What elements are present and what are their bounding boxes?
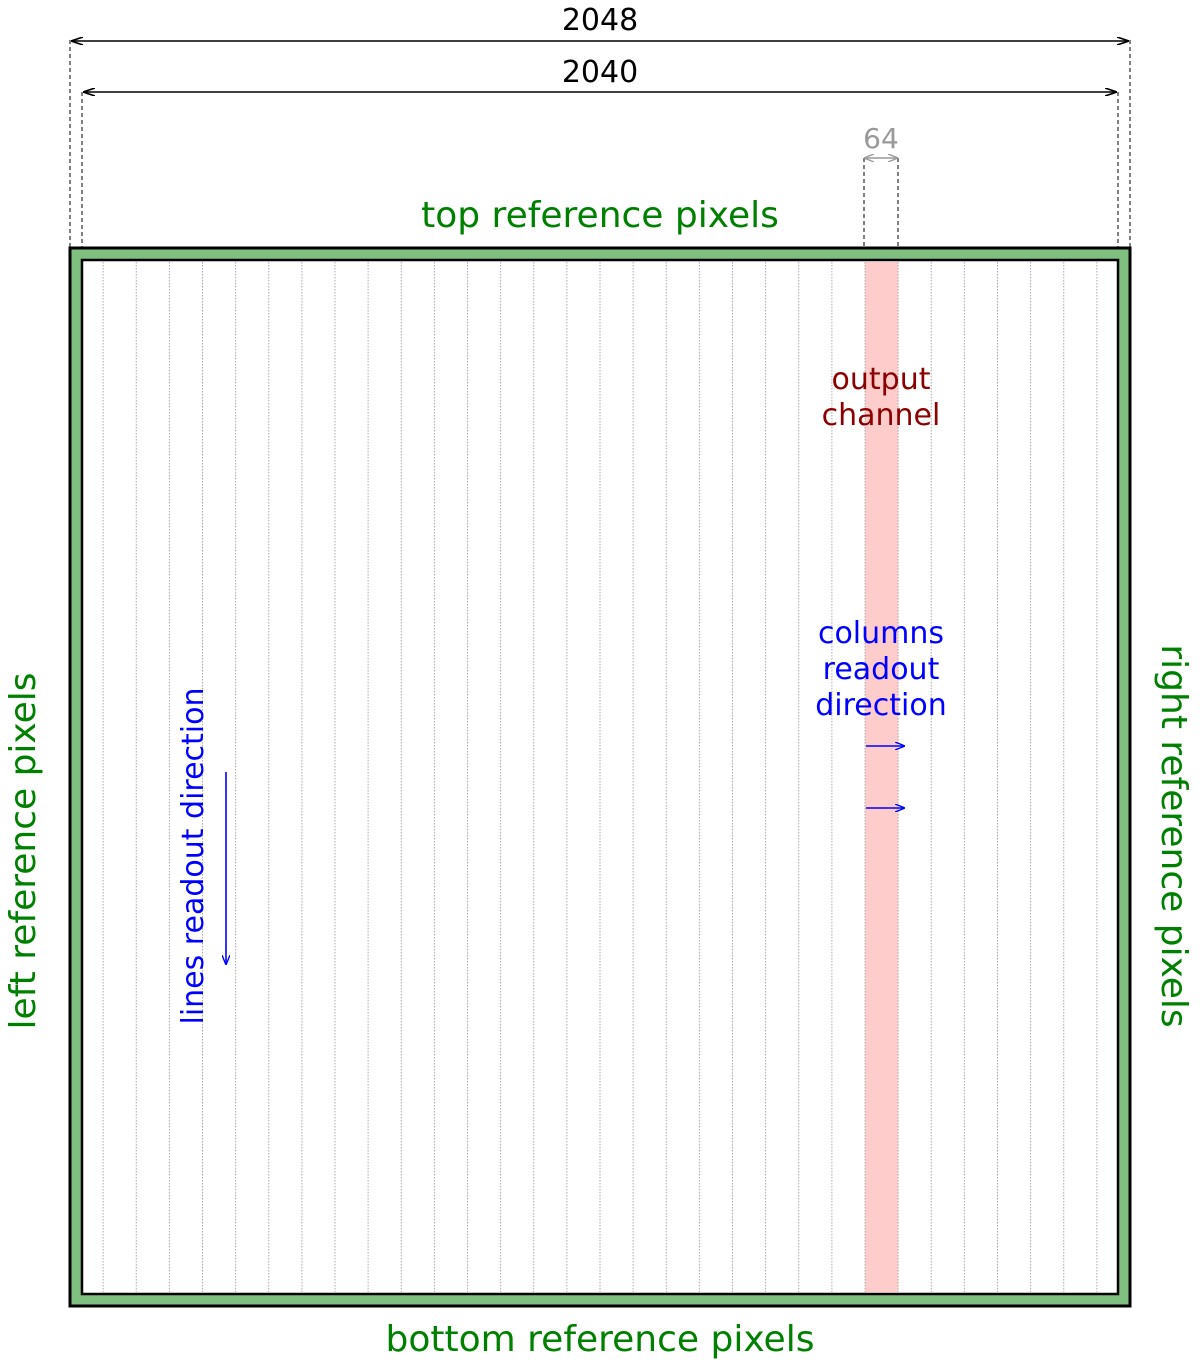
channel-width-label: 64 xyxy=(863,122,899,155)
output-channel-label-line1: output xyxy=(832,362,931,397)
active-pixel-area xyxy=(80,258,1120,1296)
output-channel-label-line2: channel xyxy=(822,398,941,433)
top-reference-label: top reference pixels xyxy=(421,195,779,236)
left-reference-label: left reference pixels xyxy=(3,672,44,1029)
columns-readout-label-line3: direction xyxy=(815,688,946,723)
outer-width-label: 2048 xyxy=(562,3,638,38)
lines-readout-label: lines readout direction xyxy=(176,687,211,1024)
output-channel-highlight xyxy=(865,262,899,1292)
channel-grid xyxy=(102,262,1098,1292)
columns-readout-label-line2: readout xyxy=(823,652,940,687)
inner-width-label: 2040 xyxy=(562,55,638,90)
bottom-reference-label: bottom reference pixels xyxy=(386,1319,815,1360)
right-reference-label: right reference pixels xyxy=(1153,644,1194,1027)
columns-readout-label-line1: columns xyxy=(818,616,944,651)
